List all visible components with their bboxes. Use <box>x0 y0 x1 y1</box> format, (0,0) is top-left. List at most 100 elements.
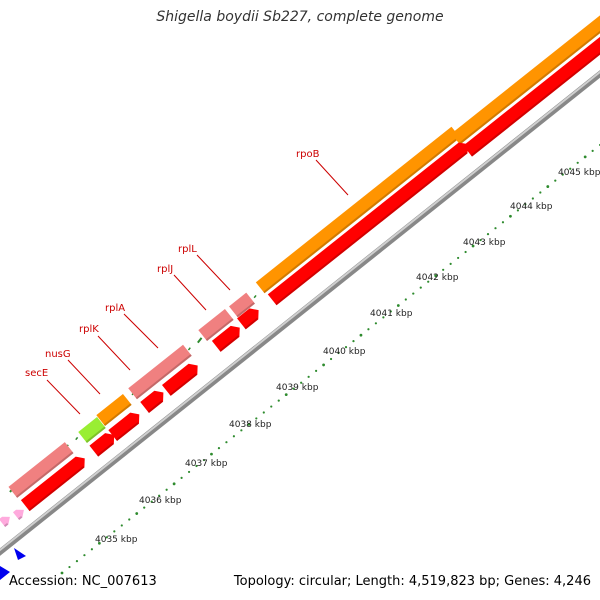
map-title: Shigella boydii Sb227, complete genome <box>156 9 444 25</box>
gene-red-9-shape <box>463 31 600 157</box>
inner-tick <box>255 417 258 420</box>
inner-tick <box>471 244 475 248</box>
scale-label: 4035 kbp <box>95 535 138 545</box>
gene-pink-1 <box>8 442 74 498</box>
inner-tick <box>150 500 153 503</box>
scale-label: 4041 kbp <box>370 309 413 319</box>
inner-tick <box>322 363 325 367</box>
inner-tick <box>457 256 460 260</box>
inner-tick <box>292 387 295 390</box>
inner-tick <box>187 470 191 474</box>
inner-tick <box>158 494 161 497</box>
inner-tick <box>427 280 430 283</box>
inner-tick <box>367 328 370 331</box>
label-leader <box>46 379 81 415</box>
inner-tick <box>307 375 310 378</box>
gene-label-nusG: nusG <box>45 349 71 360</box>
scale-label: 4036 kbp <box>139 496 182 506</box>
backbone <box>0 70 600 556</box>
gene-label-rplA: rplA <box>105 303 125 314</box>
inner-tick <box>165 488 168 491</box>
gene-rplJ-bar-shape <box>198 308 234 342</box>
gene-rplL-bar-shape <box>229 292 255 318</box>
inner-tick <box>90 548 93 551</box>
gene-red-6-edge <box>219 335 240 352</box>
gene-label-rplL: rplL <box>178 244 197 255</box>
gene-red-5 <box>161 363 198 396</box>
scale-label: 4043 kbp <box>463 238 506 248</box>
inner-tick <box>97 541 101 545</box>
gene-red-2-shape <box>89 433 115 457</box>
scale-label: 4040 kbp <box>323 347 366 357</box>
inner-tick <box>68 565 71 569</box>
gene-red-5-edge <box>169 373 198 396</box>
outer-tick <box>75 436 79 441</box>
gene-rplJ-bar-edge <box>205 318 234 342</box>
label-leader <box>123 313 159 349</box>
inner-tick <box>128 518 131 521</box>
inner-tick <box>501 221 505 224</box>
inner-tick <box>576 161 579 164</box>
inner-tick <box>352 340 355 343</box>
inner-tick <box>569 167 572 170</box>
inner-tick <box>60 571 64 575</box>
inner-tick <box>262 411 265 414</box>
gene-red-9 <box>463 31 600 157</box>
gene-red-3 <box>108 412 140 442</box>
gene-secE-bar-edge <box>103 403 132 427</box>
inner-tick <box>434 274 438 278</box>
inner-tick <box>284 393 288 397</box>
inner-tick <box>113 530 116 533</box>
label-leader <box>97 335 131 371</box>
inner-tick <box>225 441 228 444</box>
inner-tick-ring <box>60 143 600 575</box>
gene-secE-bar-shape <box>96 393 132 427</box>
scale-label: 4045 kbp <box>558 168 600 178</box>
gene-red-4 <box>140 390 164 413</box>
gene-red-8-shape <box>267 142 468 306</box>
inner-tick <box>105 536 108 539</box>
inner-tick <box>135 512 139 515</box>
outer-tick <box>253 294 257 299</box>
inner-tick <box>479 238 482 242</box>
inner-tick <box>120 524 123 527</box>
gene-blue-2 <box>0 566 10 580</box>
gene-red-2-edge <box>96 442 114 457</box>
scale-label: 4039 kbp <box>276 383 319 393</box>
label-leader <box>315 159 349 196</box>
gene-red-1-shape <box>20 456 85 512</box>
backbone-line <box>0 70 600 556</box>
inner-tick <box>315 369 318 372</box>
gene-small-1-edge <box>3 522 9 528</box>
gene-label-rplK: rplK <box>79 324 99 335</box>
gene-red-9-edge <box>470 40 600 157</box>
gene-rplK-bar <box>128 344 192 400</box>
inner-tick <box>509 214 512 218</box>
label-leaders <box>46 159 349 415</box>
gene-red-1-edge <box>28 465 85 512</box>
inner-tick <box>561 173 564 176</box>
gene-nusG-bar <box>78 417 106 443</box>
feature-track <box>0 15 600 580</box>
gene-red-4-shape <box>140 390 164 413</box>
inner-tick <box>240 429 243 432</box>
gene-red-7 <box>237 308 259 330</box>
gene-small-2-edge <box>17 515 23 521</box>
gene-red-8-edge <box>275 151 468 306</box>
gene-rplL-bar-edge <box>236 302 255 318</box>
gene-nusG-bar-edge <box>85 426 106 443</box>
inner-tick <box>396 304 400 307</box>
inner-tick <box>247 422 251 426</box>
gene-red-8 <box>267 142 468 306</box>
inner-tick <box>442 268 445 271</box>
scale-label: 4042 kbp <box>416 273 459 283</box>
gene-rpoC-bar <box>451 15 600 145</box>
gene-rplL-bar <box>229 292 255 318</box>
label-leader <box>196 254 231 291</box>
inner-tick <box>516 209 520 212</box>
inner-tick <box>494 227 497 230</box>
gene-red-4-edge <box>147 400 164 413</box>
gene-red-3-edge <box>115 422 139 442</box>
inner-tick <box>337 351 340 355</box>
